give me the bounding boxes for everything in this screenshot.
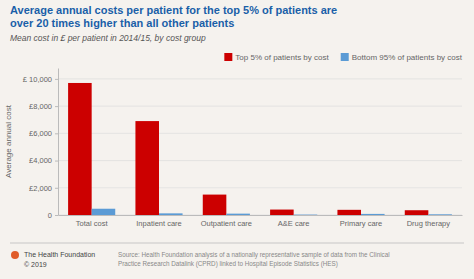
annotation-line: The Health Foundation — [24, 251, 95, 258]
chart: Average annual costs per patient for the… — [0, 0, 474, 279]
legend-item: Bottom 95% of patients by cost — [341, 53, 463, 62]
x-tick-label: Outpatient care — [201, 219, 252, 228]
grid-line — [58, 187, 462, 188]
y-tick-mark — [55, 79, 58, 80]
legend: Top 5% of patients by cost Bottom 95% of … — [224, 53, 462, 62]
plot: 0 £2,000 £4,000 £6,000 £8,000 £ 10,000 Total c… — [23, 69, 463, 229]
title-line: Average annual costs per patient for the… — [10, 4, 337, 16]
grid-line — [58, 160, 462, 161]
grid-line — [58, 78, 462, 79]
annotation-line: Source: Health Foundation analysis of a … — [118, 251, 390, 259]
bars — [68, 83, 452, 215]
annotation: Source: Health Foundation analysis of a … — [118, 251, 390, 268]
footer-rule — [10, 243, 464, 244]
legend-swatch — [341, 53, 349, 61]
y-axis-title: Average annual cost — [4, 104, 13, 178]
bar — [405, 210, 429, 215]
y-tick-label: £6,000 — [29, 129, 52, 138]
x-tick: Inpatient care — [136, 215, 181, 228]
y-tick-label: 0 — [48, 211, 52, 220]
series — [92, 209, 452, 215]
grid-line — [58, 215, 462, 216]
y-tick-label: £4,000 — [29, 156, 52, 165]
bar — [226, 214, 250, 215]
bar — [203, 195, 227, 215]
bar — [337, 210, 361, 215]
y-tick: £2,000 — [29, 184, 58, 193]
bar — [428, 214, 452, 215]
y-tick: £4,000 — [29, 156, 58, 165]
y-tick-mark — [55, 188, 58, 189]
annotation: The Health Foundation © 2019 — [24, 251, 95, 268]
bar — [92, 209, 116, 215]
bar — [270, 210, 294, 215]
x-axis: Total cost Inpatient care Outpatient care A… — [59, 215, 463, 228]
y-tick-mark — [55, 215, 58, 216]
y-axis-line — [58, 69, 59, 216]
x-tick: A&E care — [278, 215, 310, 228]
title-line: over 20 times higher than all other pati… — [10, 17, 234, 29]
legend-item: Top 5% of patients by cost — [224, 53, 329, 62]
x-tick: Drug therapy — [407, 215, 451, 228]
bar — [294, 214, 318, 215]
annotation-line: Practice Research Datalink (CPRD) linked… — [118, 260, 338, 268]
annotation-line: © 2019 — [24, 261, 47, 268]
bar — [361, 214, 385, 215]
x-tick-label: Total cost — [76, 219, 109, 228]
y-tick-mark — [55, 161, 58, 162]
x-tick: Total cost — [76, 215, 109, 228]
x-tick-label: A&E care — [278, 219, 310, 228]
y-tick-label: £8,000 — [29, 102, 52, 111]
x-axis-line — [59, 215, 463, 216]
legend-swatch — [224, 53, 232, 61]
y-tick-mark — [55, 133, 58, 134]
y-tick: £6,000 — [29, 129, 58, 138]
y-axis: 0 £2,000 £4,000 £6,000 £8,000 £ 10,000 — [23, 69, 59, 220]
grid-line — [58, 106, 462, 107]
x-tick-label: Inpatient care — [136, 219, 181, 228]
x-tick: Primary care — [340, 215, 383, 228]
legend-label: Top 5% of patients by cost — [235, 53, 329, 62]
bar — [159, 213, 183, 215]
y-tick: £8,000 — [29, 102, 58, 111]
grid — [58, 79, 462, 215]
x-tick: Outpatient care — [201, 215, 252, 228]
y-tick-label: £ 10,000 — [23, 75, 52, 84]
y-tick: £ 10,000 — [23, 75, 58, 84]
y-tick-mark — [55, 106, 58, 107]
title: Average annual costs per patient for the… — [10, 4, 337, 29]
x-tick-label: Primary care — [340, 219, 383, 228]
series — [68, 83, 428, 215]
grid-line — [58, 133, 462, 134]
bar — [135, 121, 159, 215]
legend-label: Bottom 95% of patients by cost — [352, 53, 463, 62]
x-tick-label: Drug therapy — [407, 219, 451, 228]
subtitle: Mean cost in £ per patient in 2014/15, b… — [10, 33, 206, 43]
bar — [68, 83, 92, 215]
y-tick: 0 — [48, 211, 58, 220]
y-tick-label: £2,000 — [29, 184, 52, 193]
footer-icon — [11, 251, 19, 259]
